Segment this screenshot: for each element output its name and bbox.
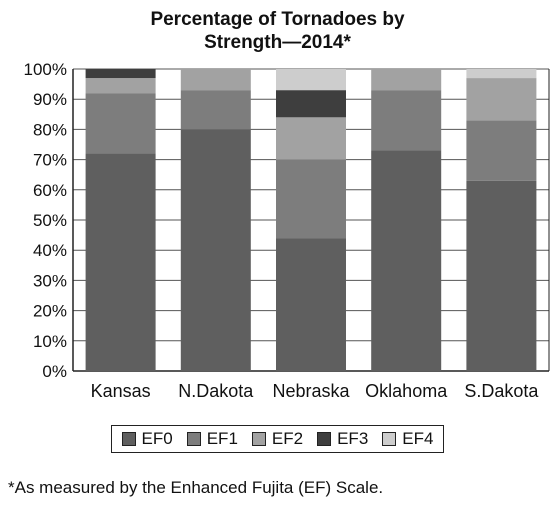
bar-sdakota-ef4: [466, 69, 537, 79]
chart-title: Percentage of Tornadoes by Strength—2014…: [0, 8, 555, 54]
bar-sdakota-ef0: [466, 180, 537, 371]
legend-item-ef0: EF0: [121, 429, 173, 449]
legend-label: EF0: [141, 429, 173, 448]
bar-sdakota-ef1: [466, 120, 537, 181]
bar-kansas-ef3: [85, 69, 156, 79]
bar-ndakota-ef0: [180, 129, 251, 371]
y-tick-label: 100%: [24, 60, 67, 79]
bar-oklahoma-ef1: [371, 90, 442, 151]
y-tick-label: 30%: [33, 271, 67, 290]
legend-item-ef3: EF3: [317, 429, 368, 449]
bar-nebraska-ef4: [276, 69, 346, 91]
legend-label: EF3: [337, 429, 369, 448]
y-tick-label: 80%: [33, 120, 67, 139]
chart-title-line-1: Percentage of Tornadoes by: [150, 9, 405, 30]
bar-kansas-ef1: [85, 93, 156, 154]
legend-swatch: [251, 432, 266, 446]
bar-nebraska-ef1: [276, 159, 346, 239]
legend-label: EF1: [206, 429, 238, 448]
legend-item-ef1: EF1: [186, 429, 238, 449]
legend-item-ef4: EF4: [382, 429, 433, 449]
legend-swatch: [186, 432, 201, 446]
y-tick-label: 10%: [33, 332, 67, 351]
x-tick-label: Nebraska: [272, 381, 350, 401]
chart-title-line-2: Strength—2014*: [204, 32, 351, 53]
y-tick-label: 40%: [33, 241, 67, 260]
legend-swatch: [121, 432, 136, 446]
x-tick-label: Kansas: [91, 381, 151, 401]
bar-ndakota-ef1: [180, 90, 251, 130]
legend-swatch: [382, 432, 397, 446]
bar-ndakota-ef2: [180, 69, 251, 91]
bar-sdakota-ef2: [466, 78, 537, 121]
footnote: *As measured by the Enhanced Fujita (EF)…: [8, 478, 384, 497]
bar-nebraska-ef2: [276, 117, 346, 160]
bar-oklahoma-ef0: [371, 150, 442, 371]
legend-item-ef2: EF2: [251, 429, 304, 449]
y-tick-label: 60%: [33, 181, 67, 200]
y-tick-label: 50%: [33, 211, 67, 230]
legend: EF0 EF1 EF2 EF3 EF4: [0, 425, 555, 453]
legend-label: EF2: [271, 429, 304, 448]
bar-nebraska-ef0: [276, 238, 346, 371]
bar-kansas-ef0: [85, 153, 156, 371]
legend-swatch: [317, 432, 332, 446]
x-tick-label: N.Dakota: [178, 381, 254, 401]
y-tick-label: 90%: [33, 90, 67, 109]
bar-oklahoma-ef2: [371, 69, 442, 91]
y-tick-label: 0%: [42, 362, 67, 381]
legend-label: EF4: [402, 429, 434, 448]
legend-box: EF0 EF1 EF2 EF3 EF4: [110, 425, 445, 453]
bar-kansas-ef2: [85, 78, 156, 94]
x-tick-label: S.Dakota: [464, 381, 539, 401]
bar-nebraska-ef3: [276, 90, 346, 118]
y-tick-label: 20%: [33, 302, 67, 321]
x-tick-label: Oklahoma: [365, 381, 448, 401]
y-tick-label: 70%: [33, 151, 67, 170]
